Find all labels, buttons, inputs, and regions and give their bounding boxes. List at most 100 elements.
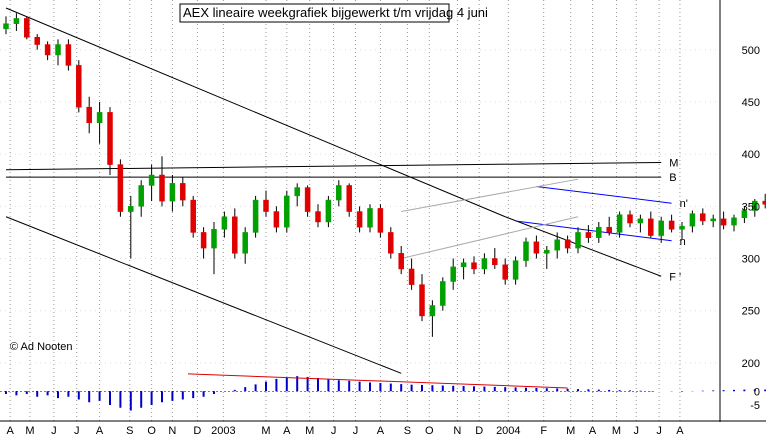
candle-body [720, 218, 727, 226]
trend-line [5, 216, 402, 374]
candle-body [471, 262, 477, 270]
candle-body [138, 185, 144, 207]
candle-body [616, 214, 623, 233]
candle-body [294, 187, 300, 197]
candle-body [752, 200, 758, 211]
candle-body [679, 225, 685, 230]
osc-trend-line [187, 373, 568, 389]
candle-body [637, 218, 644, 224]
candle-body [65, 44, 72, 66]
candle-body [596, 226, 602, 238]
osc-tick-label: 0 [754, 386, 760, 398]
x-tick-label: A [589, 425, 597, 437]
trend-line [515, 220, 672, 242]
chart-title-box [179, 3, 450, 23]
candle-body [96, 112, 103, 124]
trend-line [536, 185, 672, 204]
x-tick-label: J [51, 425, 57, 437]
candle-body [398, 253, 404, 270]
candle-body [492, 258, 498, 266]
x-tick-label: J [331, 425, 337, 437]
candle-body [107, 112, 113, 165]
candle-body [200, 232, 207, 249]
x-tick-label: 2003 [211, 425, 235, 437]
candle-body [544, 249, 550, 254]
candle-body [627, 214, 633, 224]
x-tick-label: N [168, 425, 176, 437]
y-tick-label: 350 [742, 201, 760, 213]
trend-line [401, 216, 579, 260]
candle-body [336, 185, 342, 201]
trend-line-label: M [669, 157, 678, 169]
x-tick-label: N [453, 425, 461, 437]
credit-text: © Ad Nooten [10, 341, 73, 353]
chart-title: AEX lineaire weekgrafiek bijgewerkt t/m … [183, 5, 488, 20]
trend-line-label: n' [680, 198, 688, 210]
y-tick-label: 200 [742, 358, 760, 370]
candle-body [377, 208, 384, 233]
candle-body [180, 183, 186, 201]
candle-body [429, 305, 436, 317]
candle-body [128, 206, 134, 212]
candle-body [3, 23, 9, 30]
x-tick-label: M [261, 425, 270, 437]
x-tick-label: F [540, 425, 547, 437]
candle-body [221, 216, 228, 230]
candle-body [273, 211, 280, 228]
line-labels: F ' MBn' n [669, 157, 688, 283]
candle-body [585, 232, 592, 238]
candle-body [315, 211, 321, 223]
candle-body [460, 262, 467, 268]
y-tick-label: 250 [742, 306, 760, 318]
osc-tick-label: -5 [750, 400, 760, 412]
candle-body [304, 187, 311, 212]
candle-body [440, 281, 446, 306]
y-tick-label: 300 [742, 254, 760, 266]
candle-body [731, 217, 737, 226]
candle-body [86, 106, 92, 124]
candle-body [252, 199, 259, 233]
y-tick-label: 500 [742, 45, 760, 57]
candle-body [648, 218, 654, 236]
candle-body [523, 241, 529, 261]
candle-body [325, 199, 332, 223]
candle-body [710, 218, 716, 222]
candle-body [148, 174, 155, 186]
x-tick-label: O [425, 425, 434, 437]
x-tick-label: D [193, 425, 201, 437]
candle-body [502, 264, 508, 280]
candle-body [356, 211, 363, 228]
x-tick-label: D [475, 425, 483, 437]
x-tick-label: M [612, 425, 621, 437]
y-tick-label: 450 [742, 97, 760, 109]
oscillator-panel [0, 373, 766, 411]
candle-body [408, 268, 415, 285]
x-axis-ticks: A M J J A S O N D 2003 M A M J J A S O N D 2004 F M A M J J A [6, 425, 684, 437]
candle-body [762, 200, 766, 205]
x-tick-label: 2004 [496, 425, 520, 437]
trend-line [401, 178, 579, 213]
candle-body [367, 208, 373, 228]
candle-body [263, 199, 269, 212]
trend-lines [5, 7, 672, 374]
candle-body [606, 226, 612, 233]
candle-body [346, 185, 352, 212]
y-axis-ticks: 500 450 400 350 300 250 200 [742, 45, 760, 370]
trend-line [505, 216, 662, 277]
x-tick-label: S [404, 425, 411, 437]
candle-body [741, 210, 748, 219]
candle-body [450, 266, 456, 282]
candle-body [388, 232, 394, 254]
x-tick-label: A [96, 425, 104, 437]
trend-line [5, 7, 506, 218]
candle-body [700, 213, 706, 222]
candlesticks [3, 13, 766, 337]
x-tick-label: A [6, 425, 14, 437]
candle-body [24, 18, 30, 38]
x-tick-label: M [305, 425, 314, 437]
candle-body [512, 260, 519, 280]
x-tick-label: A [283, 425, 291, 437]
trend-line-label: n [680, 236, 686, 248]
x-tick-label: J [656, 425, 662, 437]
